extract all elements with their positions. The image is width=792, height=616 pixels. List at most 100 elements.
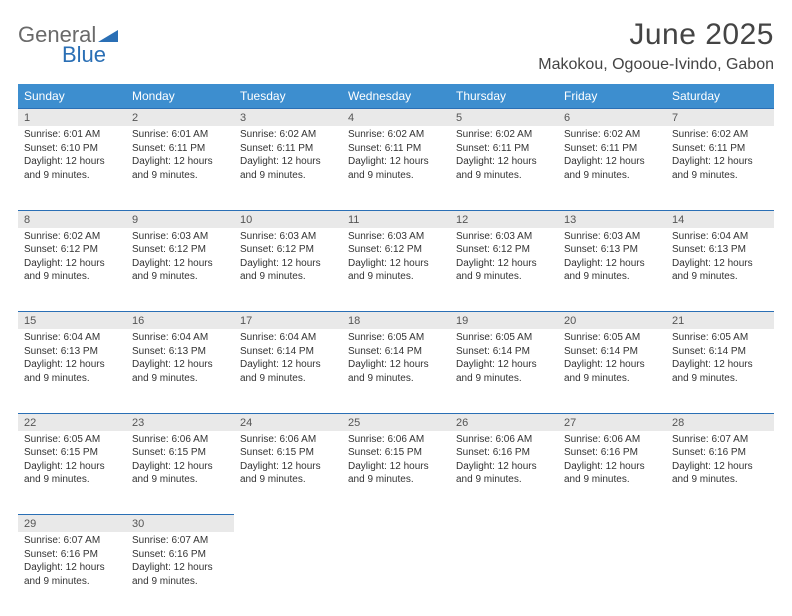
day-number: 11 <box>342 211 450 228</box>
day-cell: Sunrise: 6:01 AMSunset: 6:11 PMDaylight:… <box>126 126 234 210</box>
day-number-cell: 12 <box>450 210 558 228</box>
sunrise-text: Sunrise: 6:06 AM <box>132 433 228 447</box>
day-number-cell: 7 <box>666 109 774 127</box>
day-cell-body: Sunrise: 6:02 AMSunset: 6:11 PMDaylight:… <box>234 126 342 184</box>
sunset-text: Sunset: 6:11 PM <box>240 142 336 156</box>
day-number-cell: 22 <box>18 413 126 431</box>
daylight-text: and 9 minutes. <box>132 575 228 589</box>
daylight-text: Daylight: 12 hours <box>132 257 228 271</box>
sunset-text: Sunset: 6:11 PM <box>456 142 552 156</box>
day-number: 3 <box>234 109 342 126</box>
day-cell-body: Sunrise: 6:06 AMSunset: 6:16 PMDaylight:… <box>450 431 558 489</box>
week-daynum-row: 2930 <box>18 515 774 533</box>
sunrise-text: Sunrise: 6:03 AM <box>456 230 552 244</box>
day-number: 30 <box>126 515 234 532</box>
calendar-table: SundayMondayTuesdayWednesdayThursdayFrid… <box>18 84 774 616</box>
day-number-cell: 9 <box>126 210 234 228</box>
day-number-cell: 28 <box>666 413 774 431</box>
day-cell: Sunrise: 6:06 AMSunset: 6:16 PMDaylight:… <box>450 431 558 515</box>
day-number-cell <box>342 515 450 533</box>
day-number: 16 <box>126 312 234 329</box>
day-cell: Sunrise: 6:02 AMSunset: 6:11 PMDaylight:… <box>666 126 774 210</box>
day-cell-body: Sunrise: 6:03 AMSunset: 6:12 PMDaylight:… <box>342 228 450 286</box>
daylight-text: Daylight: 12 hours <box>456 460 552 474</box>
day-cell <box>234 532 342 616</box>
sunrise-text: Sunrise: 6:07 AM <box>24 534 120 548</box>
daylight-text: and 9 minutes. <box>24 372 120 386</box>
day-cell: Sunrise: 6:03 AMSunset: 6:12 PMDaylight:… <box>450 228 558 312</box>
day-number-cell: 21 <box>666 312 774 330</box>
daylight-text: Daylight: 12 hours <box>24 460 120 474</box>
sunset-text: Sunset: 6:13 PM <box>564 243 660 257</box>
day-number: 19 <box>450 312 558 329</box>
day-number-cell: 29 <box>18 515 126 533</box>
daylight-text: and 9 minutes. <box>132 372 228 386</box>
sunrise-text: Sunrise: 6:01 AM <box>24 128 120 142</box>
daylight-text: and 9 minutes. <box>132 270 228 284</box>
day-number: 15 <box>18 312 126 329</box>
day-number: 28 <box>666 414 774 431</box>
daylight-text: Daylight: 12 hours <box>564 460 660 474</box>
sunset-text: Sunset: 6:12 PM <box>240 243 336 257</box>
day-cell-body: Sunrise: 6:03 AMSunset: 6:12 PMDaylight:… <box>126 228 234 286</box>
day-cell <box>450 532 558 616</box>
day-number: 1 <box>18 109 126 126</box>
day-cell: Sunrise: 6:01 AMSunset: 6:10 PMDaylight:… <box>18 126 126 210</box>
daylight-text: Daylight: 12 hours <box>564 358 660 372</box>
day-number-cell: 1 <box>18 109 126 127</box>
day-number: 21 <box>666 312 774 329</box>
week-daynum-row: 22232425262728 <box>18 413 774 431</box>
day-number-cell: 10 <box>234 210 342 228</box>
sunrise-text: Sunrise: 6:03 AM <box>240 230 336 244</box>
daylight-text: and 9 minutes. <box>240 169 336 183</box>
day-cell-body: Sunrise: 6:04 AMSunset: 6:13 PMDaylight:… <box>126 329 234 387</box>
sunrise-text: Sunrise: 6:05 AM <box>24 433 120 447</box>
daylight-text: Daylight: 12 hours <box>24 257 120 271</box>
daylight-text: Daylight: 12 hours <box>348 358 444 372</box>
day-number: 20 <box>558 312 666 329</box>
day-cell: Sunrise: 6:02 AMSunset: 6:11 PMDaylight:… <box>342 126 450 210</box>
day-cell-body: Sunrise: 6:05 AMSunset: 6:14 PMDaylight:… <box>342 329 450 387</box>
sunrise-text: Sunrise: 6:02 AM <box>564 128 660 142</box>
daylight-text: and 9 minutes. <box>348 270 444 284</box>
day-number: 25 <box>342 414 450 431</box>
day-number-cell: 16 <box>126 312 234 330</box>
day-number-cell: 18 <box>342 312 450 330</box>
daylight-text: and 9 minutes. <box>240 270 336 284</box>
day-cell: Sunrise: 6:04 AMSunset: 6:14 PMDaylight:… <box>234 329 342 413</box>
day-cell: Sunrise: 6:02 AMSunset: 6:12 PMDaylight:… <box>18 228 126 312</box>
day-cell: Sunrise: 6:03 AMSunset: 6:12 PMDaylight:… <box>234 228 342 312</box>
day-cell: Sunrise: 6:07 AMSunset: 6:16 PMDaylight:… <box>126 532 234 616</box>
sunset-text: Sunset: 6:13 PM <box>132 345 228 359</box>
day-number-cell: 23 <box>126 413 234 431</box>
daylight-text: and 9 minutes. <box>348 169 444 183</box>
day-number-cell: 2 <box>126 109 234 127</box>
sunset-text: Sunset: 6:15 PM <box>132 446 228 460</box>
day-cell: Sunrise: 6:04 AMSunset: 6:13 PMDaylight:… <box>126 329 234 413</box>
day-number-cell: 6 <box>558 109 666 127</box>
sunset-text: Sunset: 6:12 PM <box>132 243 228 257</box>
sunset-text: Sunset: 6:16 PM <box>564 446 660 460</box>
week-body-row: Sunrise: 6:05 AMSunset: 6:15 PMDaylight:… <box>18 431 774 515</box>
daylight-text: and 9 minutes. <box>24 575 120 589</box>
day-cell-body: Sunrise: 6:06 AMSunset: 6:15 PMDaylight:… <box>234 431 342 489</box>
daylight-text: Daylight: 12 hours <box>132 460 228 474</box>
sunrise-text: Sunrise: 6:03 AM <box>564 230 660 244</box>
day-number-cell: 27 <box>558 413 666 431</box>
day-cell-body: Sunrise: 6:02 AMSunset: 6:11 PMDaylight:… <box>342 126 450 184</box>
daylight-text: Daylight: 12 hours <box>348 460 444 474</box>
day-cell: Sunrise: 6:05 AMSunset: 6:15 PMDaylight:… <box>18 431 126 515</box>
daylight-text: and 9 minutes. <box>456 270 552 284</box>
weekday-header: Sunday <box>18 84 126 109</box>
day-cell: Sunrise: 6:05 AMSunset: 6:14 PMDaylight:… <box>450 329 558 413</box>
sunset-text: Sunset: 6:10 PM <box>24 142 120 156</box>
day-number: 22 <box>18 414 126 431</box>
sunset-text: Sunset: 6:15 PM <box>24 446 120 460</box>
day-cell: Sunrise: 6:06 AMSunset: 6:15 PMDaylight:… <box>342 431 450 515</box>
daylight-text: and 9 minutes. <box>564 372 660 386</box>
day-cell: Sunrise: 6:07 AMSunset: 6:16 PMDaylight:… <box>18 532 126 616</box>
day-number: 6 <box>558 109 666 126</box>
day-cell-body: Sunrise: 6:03 AMSunset: 6:12 PMDaylight:… <box>234 228 342 286</box>
daylight-text: Daylight: 12 hours <box>240 460 336 474</box>
day-number: 8 <box>18 211 126 228</box>
